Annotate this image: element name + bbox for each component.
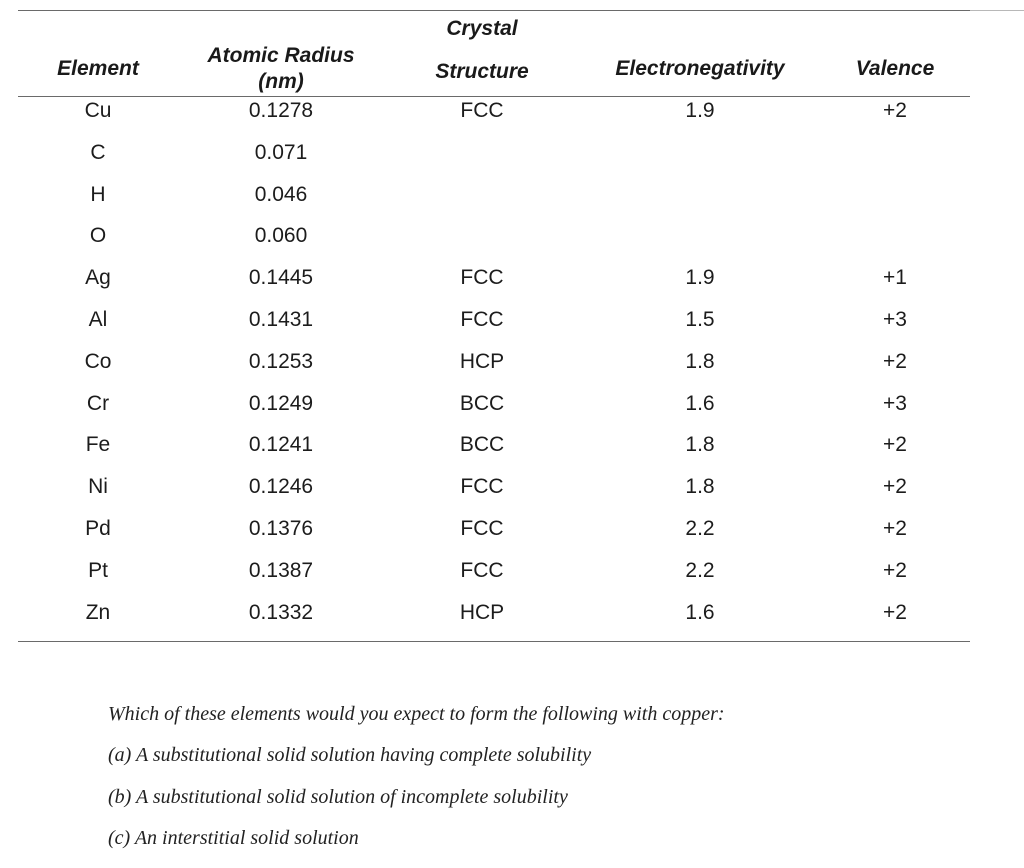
table-row: Pt 0.1387 FCC 2.2 +2 [0,552,1024,594]
cell-element: Al [88,307,108,331]
cell-atomic-radius: 0.1278 [248,99,314,122]
header-rule [18,96,970,97]
cell-crystal-structure: HCP [459,600,505,624]
cell-valence: +2 [883,600,907,624]
table-row: Ni 0.1246 FCC 1.8 +2 [0,468,1024,510]
cell-valence: +2 [883,558,907,582]
cell-element: Cu [84,99,112,122]
cell-element: Cr [86,391,110,415]
table-row: Co 0.1253 HCP 1.8 +2 [0,343,1024,385]
page-edge-rule [970,10,1024,11]
header-valence-label: Valence [855,57,935,80]
cell-element: C [90,140,106,164]
table-row: Al 0.1431 FCC 1.5 +3 [0,301,1024,343]
cell-electronegativity: 2.2 [685,516,715,540]
cell-electronegativity: 1.9 [685,266,715,290]
cell-element: Pt [88,558,108,582]
cell-electronegativity: 1.9 [685,99,715,122]
cell-element: Zn [85,600,111,624]
cell-valence: +3 [883,307,907,331]
cell-element: Pd [85,516,111,540]
cell-electronegativity: 1.8 [685,475,715,499]
table-row: O 0.060 [0,217,1024,259]
cell-valence: +2 [883,475,907,499]
cell-crystal-structure: FCC [460,307,504,331]
cell-crystal-structure: FCC [460,558,504,582]
table-row: C 0.071 [0,134,1024,176]
cell-element: H [90,182,106,206]
table-row: Fe 0.1241 BCC 1.8 +2 [0,426,1024,468]
question-part-b: (b) A substitutional solid solution of i… [108,786,568,808]
cell-element: Ag [85,266,111,290]
table-row: Pd 0.1376 FCC 2.2 +2 [0,510,1024,552]
table-row: Cr 0.1249 BCC 1.6 +3 [0,385,1024,427]
question-part-c: (c) An interstitial solid solution [108,827,359,849]
cell-valence: +3 [883,391,907,415]
cell-electronegativity: 1.8 [685,433,715,457]
cell-crystal-structure: FCC [460,266,504,290]
cell-valence: +1 [883,266,907,290]
cell-element: O [89,224,107,248]
header-electronegativity: Electronegativity [590,56,810,82]
question-prompt: Which of these elements would you expect… [108,703,725,725]
question-part-a: (a) A substitutional solid solution havi… [108,744,592,766]
cell-atomic-radius: 0.1387 [248,558,314,582]
cell-crystal-structure: FCC [460,99,504,122]
header-electronegativity-label: Electronegativity [615,57,785,80]
cell-atomic-radius: 0.046 [254,182,308,206]
table-body: Cu 0.1278 FCC 1.9 +2 C 0.071 H 0.046 O 0… [0,92,1024,635]
cell-crystal-structure: HCP [459,349,505,373]
cell-crystal-structure: BCC [459,433,505,457]
header-atomic-radius-line1: Atomic Radius [207,44,355,67]
header-atomic-radius-line2: (nm) [258,70,304,93]
cell-atomic-radius: 0.1241 [248,433,314,457]
cell-crystal-structure: BCC [459,391,505,415]
table-row: H 0.046 [0,176,1024,218]
cell-valence: +2 [883,99,907,122]
cell-element: Co [84,349,112,373]
header-element-label: Element [57,57,139,80]
cell-atomic-radius: 0.1246 [248,475,314,499]
cell-electronegativity: 2.2 [685,558,715,582]
cell-electronegativity: 1.8 [685,349,715,373]
cell-valence: +2 [883,433,907,457]
cell-atomic-radius: 0.1332 [248,600,314,624]
header-crystal-line1: Crystal [446,17,518,40]
cell-atomic-radius: 0.1376 [248,516,314,540]
cell-atomic-radius: 0.060 [254,224,308,248]
cell-atomic-radius: 0.1249 [248,391,314,415]
cell-atomic-radius: 0.071 [254,140,308,164]
cell-atomic-radius: 0.1431 [248,307,314,331]
header-crystal-line2: Structure [435,60,529,83]
cell-element: Fe [85,433,111,457]
table-row: Cu 0.1278 FCC 1.9 +2 [0,92,1024,134]
header-element: Element [38,56,158,82]
table-top-rule [18,10,970,11]
cell-valence: +2 [883,516,907,540]
table-row: Ag 0.1445 FCC 1.9 +1 [0,259,1024,301]
header-crystal-structure: Crystal Structure [404,16,560,85]
header-atomic-radius: Atomic Radius (nm) [186,43,376,95]
cell-electronegativity: 1.6 [685,600,715,624]
cell-element: Ni [88,475,108,499]
cell-atomic-radius: 0.1253 [248,349,314,373]
cell-electronegativity: 1.5 [685,307,715,331]
header-valence: Valence [830,56,960,82]
cell-atomic-radius: 0.1445 [248,266,314,290]
table-row: Zn 0.1332 HCP 1.6 +2 [0,594,1024,636]
cell-crystal-structure: FCC [460,516,504,540]
cell-crystal-structure: FCC [460,475,504,499]
table-bottom-rule [18,641,970,642]
cell-electronegativity: 1.6 [685,391,715,415]
cell-valence: +2 [883,349,907,373]
